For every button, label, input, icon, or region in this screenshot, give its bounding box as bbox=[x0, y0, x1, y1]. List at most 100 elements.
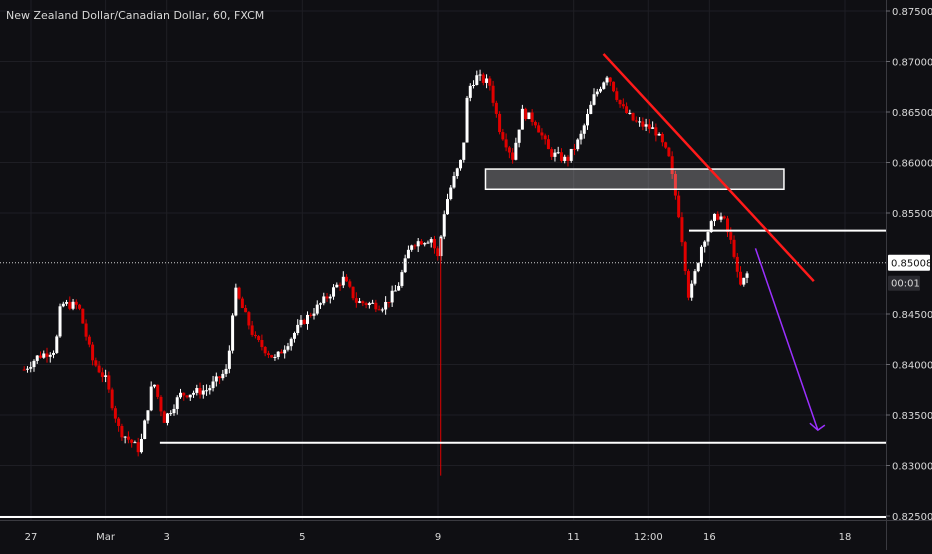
projection-arrow-head bbox=[809, 422, 826, 432]
candle-body bbox=[735, 256, 739, 272]
candle-body bbox=[726, 218, 730, 233]
candle-body bbox=[634, 120, 638, 122]
candle-body bbox=[374, 302, 378, 310]
candle-body bbox=[117, 418, 121, 426]
candle-body bbox=[419, 241, 423, 245]
candle-body bbox=[309, 314, 313, 316]
price-axis-label: 0.83000 bbox=[892, 462, 932, 473]
candle-body bbox=[690, 283, 694, 298]
candle-body bbox=[276, 351, 280, 357]
candle-body bbox=[319, 303, 323, 305]
candle-body bbox=[478, 74, 482, 76]
candle-body bbox=[94, 360, 98, 366]
time-axis-label: 11 bbox=[567, 532, 580, 543]
candle-body bbox=[35, 355, 39, 361]
chart-title: New Zealand Dollar/Canadian Dollar, 60, … bbox=[6, 9, 265, 22]
candle-body bbox=[569, 148, 573, 161]
candle-body bbox=[605, 77, 609, 83]
candle-body bbox=[732, 239, 736, 257]
candle-body bbox=[387, 301, 391, 303]
candle-body bbox=[572, 148, 576, 150]
candle-body bbox=[71, 301, 75, 309]
candle-body bbox=[188, 394, 192, 398]
candle-body bbox=[341, 276, 345, 286]
candle-body bbox=[380, 309, 384, 311]
candle-body bbox=[182, 392, 186, 396]
price-axis-label: 0.87500 bbox=[892, 7, 932, 18]
price-axis-label: 0.82500 bbox=[892, 512, 932, 523]
candle-body bbox=[91, 344, 95, 361]
candle-body bbox=[260, 340, 264, 348]
candle-body bbox=[195, 388, 199, 393]
candle-body bbox=[87, 336, 91, 345]
candle-body bbox=[465, 97, 469, 143]
candle-body bbox=[543, 135, 547, 140]
candle-body bbox=[143, 420, 147, 439]
candle-body bbox=[524, 108, 528, 120]
candle-body bbox=[612, 81, 616, 92]
candle-body bbox=[576, 139, 580, 150]
candle-body bbox=[126, 436, 130, 440]
candle-body bbox=[156, 384, 160, 397]
candle-body bbox=[332, 287, 336, 297]
candle-body bbox=[563, 156, 567, 161]
candle-body bbox=[139, 438, 143, 453]
candle-body bbox=[335, 284, 339, 288]
candle-body bbox=[55, 336, 59, 353]
candle-body bbox=[289, 338, 293, 347]
candle-body bbox=[550, 149, 554, 157]
candle-body bbox=[348, 281, 352, 287]
candle-body bbox=[462, 142, 466, 160]
candle-body bbox=[530, 112, 534, 122]
time-axis-label: 16 bbox=[703, 532, 716, 543]
candle-body bbox=[302, 319, 306, 324]
candle-body bbox=[533, 121, 537, 126]
projection-arrow bbox=[754, 248, 819, 431]
candle-body bbox=[45, 353, 49, 357]
candle-body bbox=[61, 303, 65, 307]
candle-body bbox=[107, 375, 111, 390]
candle-body bbox=[218, 376, 222, 379]
candle-body bbox=[257, 336, 261, 341]
candle-body bbox=[227, 350, 231, 369]
candle-body bbox=[201, 390, 205, 395]
candle-body bbox=[179, 392, 183, 398]
candle-body bbox=[208, 388, 212, 391]
candle-body bbox=[745, 273, 749, 278]
time-axis-label: 5 bbox=[299, 532, 305, 543]
candle-body bbox=[273, 356, 277, 358]
candle-body bbox=[325, 296, 329, 299]
countdown-badge bbox=[888, 275, 920, 291]
candle-body bbox=[638, 121, 642, 123]
candle-body bbox=[566, 156, 570, 161]
candle-body bbox=[296, 324, 300, 333]
candle-body bbox=[351, 286, 355, 299]
candle-body bbox=[240, 298, 244, 309]
candle-body bbox=[32, 360, 36, 368]
candle-body bbox=[664, 142, 668, 148]
candle-body bbox=[586, 113, 590, 126]
candle-body bbox=[712, 213, 716, 222]
candle-body bbox=[159, 396, 163, 412]
candle-body bbox=[667, 147, 671, 157]
candle-body bbox=[48, 354, 52, 357]
candle-body bbox=[504, 139, 508, 148]
candle-body bbox=[693, 271, 697, 284]
candle-body bbox=[423, 243, 427, 245]
candle-body bbox=[244, 308, 248, 313]
candle-body bbox=[211, 381, 215, 389]
candle-body bbox=[270, 354, 274, 358]
candle-body bbox=[263, 347, 267, 354]
candle-body bbox=[432, 239, 436, 249]
candle-body bbox=[123, 436, 127, 438]
candle-body bbox=[231, 315, 235, 351]
candle-body bbox=[579, 133, 583, 140]
candle-body bbox=[322, 296, 326, 304]
price-axis-label: 0.83500 bbox=[892, 411, 932, 422]
time-axis-label: 27 bbox=[25, 532, 38, 543]
candle-body bbox=[546, 139, 550, 150]
candle-body bbox=[22, 369, 26, 371]
candle-body bbox=[65, 302, 69, 304]
